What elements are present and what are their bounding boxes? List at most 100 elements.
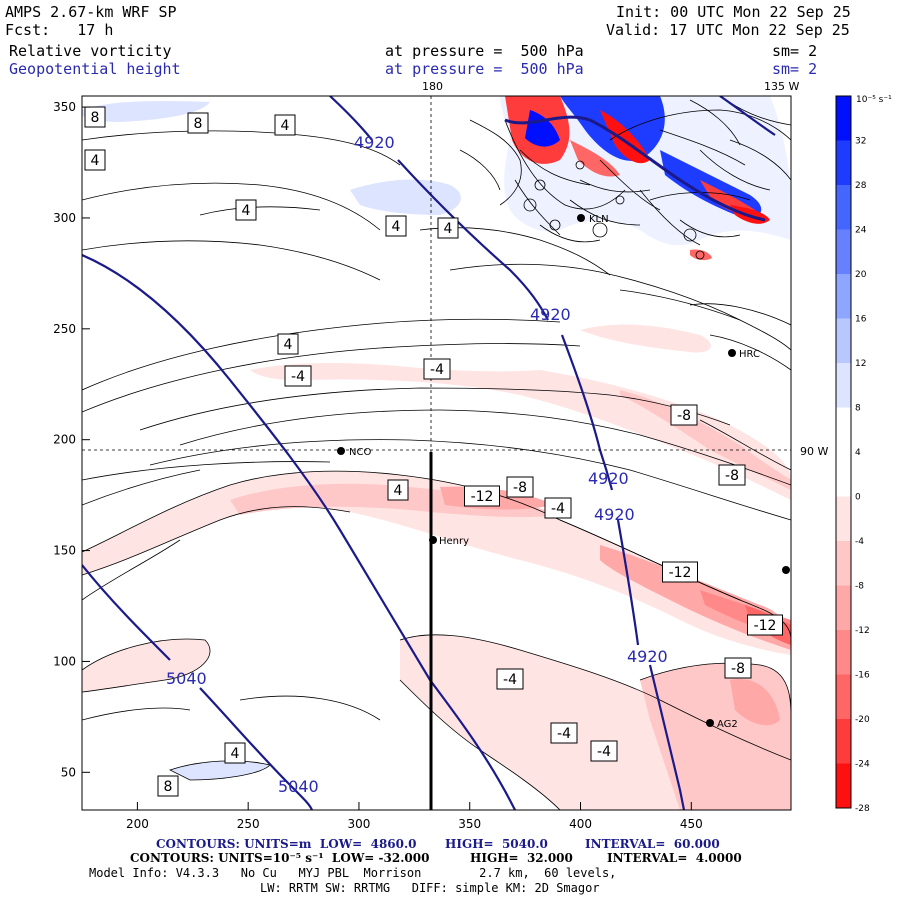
colorbar-tick-label: 16 (855, 315, 867, 325)
height-label: 4920 (588, 469, 629, 488)
vorticity-label: -12 (754, 618, 777, 634)
model-info: Model Info: V4.3.3 No Cu MYJ PBL Morriso… (89, 866, 617, 880)
station-kln-marker (577, 214, 585, 222)
graticule (82, 96, 791, 452)
colorbar-tick-label: 32 (855, 137, 866, 147)
colorbar-swatch (836, 229, 851, 275)
colorbar-swatch (836, 719, 851, 764)
vorticity-label: -4 (551, 501, 565, 517)
dense-contours (504, 119, 771, 260)
vorticity-label-box (277, 333, 299, 355)
field1-level: at pressure = 500 hPa (385, 42, 584, 60)
y-tick-label: 350 (53, 100, 76, 114)
vorticity-label: 8 (91, 110, 100, 126)
vorticity-label: -12 (669, 565, 692, 581)
colorbar-swatch (836, 585, 851, 631)
meridian-135w-label: 135 W (764, 80, 799, 93)
vorticity-label: -12 (471, 489, 494, 505)
vorticity-label: -4 (597, 744, 611, 760)
colorbar-swatch (836, 452, 851, 497)
colorbar-tick-label: -16 (855, 671, 870, 681)
storm-height-contours (504, 115, 766, 222)
y-tick-label: 150 (53, 544, 76, 558)
meridian-180-label: 180 (422, 80, 443, 93)
vorticity-labels: 8 8 4 4 4 4 4 4 4 -4 -4 -8 -12 -8 -4 -12 -12 -8 -8 -4 -4 -4 8 4 (84, 106, 783, 797)
vorticity-label: 4 (91, 153, 100, 169)
station-label: KLN (589, 214, 609, 225)
meridian-90w-label: 90 W (800, 445, 828, 458)
colorbar-tick-label: 20 (855, 270, 867, 280)
vorticity-label: 8 (164, 779, 173, 795)
plot-frame (81, 95, 792, 811)
vorticity-label-box (385, 215, 407, 237)
colorbar-swatch (836, 674, 851, 720)
colorbar-swatch (836, 763, 851, 809)
y-tick-label: 250 (53, 322, 76, 336)
y-axis: 350 300 250 200 150 100 50 (53, 100, 90, 779)
x-tick-label: 250 (237, 817, 260, 831)
colorbar-tick-label: 28 (855, 181, 867, 191)
colorbar-tick-label: 12 (855, 359, 866, 369)
station-label: Henry (439, 536, 469, 547)
colorbar-tick-label: 4 (855, 448, 861, 458)
vorticity-label-box (724, 657, 752, 679)
vorticity-label-box (187, 112, 209, 134)
colorbar-tick-label: -20 (855, 715, 870, 725)
colorbar-tick-label: 8 (855, 404, 861, 414)
vorticity-label: 4 (392, 219, 401, 235)
vorticity-label-box (84, 106, 106, 128)
vorticity-label-box (464, 485, 500, 507)
height-label: 5040 (166, 669, 207, 688)
vorticity-label: -8 (513, 480, 527, 496)
colorbar-swatch (836, 541, 851, 586)
x-tick-label: 200 (126, 817, 149, 831)
field2-smoothing: sm= 2 (772, 60, 818, 78)
height-contour-info: CONTOURS: UNITS=m LOW= 4860.0 (156, 837, 417, 851)
colorbar-swatch (836, 318, 851, 364)
vorticity-label-box (544, 497, 572, 519)
field2-name: Geopotential height (9, 60, 181, 78)
vorticity-label: -8 (725, 468, 739, 484)
colorbar-swatch (836, 630, 851, 675)
station-henry-marker (429, 536, 437, 544)
station-nco-marker (337, 447, 345, 455)
colorbar-tick-label: -28 (855, 804, 870, 814)
vorticity-label-box (662, 561, 698, 583)
vorticity-label-box (235, 199, 257, 221)
station-label: NCO (349, 447, 371, 458)
height-contour-interval: INTERVAL= 60.000 (585, 837, 720, 851)
vorticity-label: -4 (291, 369, 305, 385)
x-tick-label: 400 (569, 817, 592, 831)
colorbar-swatch (836, 407, 851, 453)
map-plot: KLN HRC NCO Henry AG2 4920 4920 4920 492… (53, 80, 892, 831)
vorticity-label: 4 (444, 221, 453, 237)
vorticity-label-box (157, 775, 179, 797)
vorticity-label: -4 (557, 726, 571, 742)
colorbar-tick-label: -12 (855, 626, 870, 636)
colorbar-tick-label: 24 (855, 226, 867, 236)
height-label: 5040 (278, 777, 319, 796)
init-time: Init: 00 UTC Mon 22 Sep 25 (616, 3, 851, 21)
vorticity-label-box (224, 742, 246, 764)
colorbar-swatch (836, 96, 851, 141)
colorbar-tick-label: -24 (855, 760, 870, 770)
vorticity-label: 4 (242, 203, 251, 219)
colorbar-frame (835, 95, 852, 809)
x-tick-label: 450 (680, 817, 703, 831)
height-label: 4920 (354, 133, 395, 152)
colorbar: 32 28 24 20 16 12 8 4 0 -4 -8 -12 -16 -20 -24 -28 (835, 95, 870, 814)
colorbar-swatch (836, 185, 851, 230)
vorticity-label: 4 (281, 118, 290, 134)
colorbar-tick-label: 0 (855, 493, 861, 503)
forecast-hour: Fcst: 17 h (5, 21, 114, 39)
field1-name: Relative vorticity (9, 42, 172, 60)
y-tick-label: 200 (53, 433, 76, 447)
vorticity-label-box (747, 614, 783, 636)
vorticity-label: 4 (231, 746, 240, 762)
vorticity-label-box (387, 479, 409, 501)
vorticity-label: 8 (194, 116, 203, 132)
vorticity-label: 4 (394, 483, 403, 499)
colorbar-swatch (836, 274, 851, 319)
y-tick-label: 100 (53, 654, 76, 668)
vort-contour-info: CONTOURS: UNITS=10⁻⁵ s⁻¹ LOW= -32.000 (130, 851, 430, 865)
